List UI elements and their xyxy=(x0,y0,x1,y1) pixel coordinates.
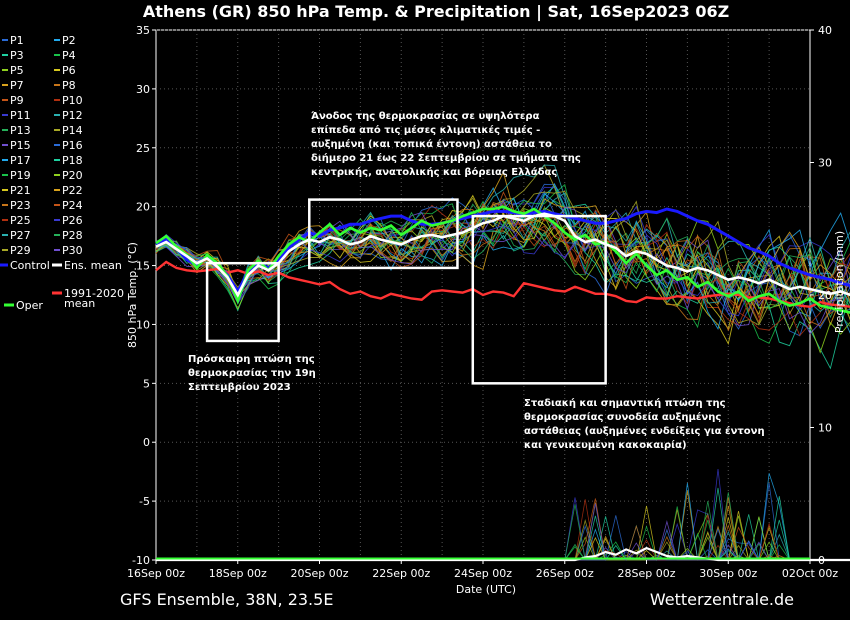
chart-title: Athens (GR) 850 hPa Temp. & Precipitatio… xyxy=(143,2,729,22)
y-tick-label: 0 xyxy=(143,436,150,449)
legend: P1 P2 P3 P4 P5 P6 P7 P8 P9 P10 P11 P12 P13 P14 P15 P16 P… xyxy=(0,34,124,312)
legend-label-clim: 1991-2020 xyxy=(64,287,124,300)
legend-label: P25 xyxy=(10,214,31,227)
legend-label: P19 xyxy=(10,169,31,182)
legend-label: P6 xyxy=(62,64,76,77)
legend-label: P28 xyxy=(62,229,83,242)
y2-tick-label: 0 xyxy=(818,554,825,567)
ensemble-member-line xyxy=(155,192,850,303)
annotation-boxes xyxy=(205,198,607,385)
y-tick-label: 35 xyxy=(136,24,150,37)
legend-label: P12 xyxy=(62,109,83,122)
x-axis-ticks: 16Sep 00z 18Sep 00z 20Sep 00z 22Sep 00z 24Se… xyxy=(127,560,838,580)
annotation-line: αστάθειας (αυξημένες ενδείξεις για έντον… xyxy=(524,425,765,437)
footer-model: GFS Ensemble, 38N, 23.5E xyxy=(120,590,333,609)
ens-mean-precip-line xyxy=(156,546,850,562)
legend-label: P1 xyxy=(10,34,24,47)
legend-label: P7 xyxy=(10,79,24,92)
legend-label: P22 xyxy=(62,184,83,197)
annotation-line: και γενικευμένη κακοκαιρία) xyxy=(524,439,687,451)
annotation-box-dip xyxy=(205,261,280,343)
y-tick-label: 20 xyxy=(136,201,150,214)
y-axis-ticks: 35 30 25 20 15 10 5 0 -5 -10 xyxy=(132,24,156,567)
legend-label: P20 xyxy=(62,169,83,182)
annotation-line: διήμερο 21 έως 22 Σεπτεμβρίου σε τμήματα… xyxy=(311,152,581,164)
y2-tick-label: 30 xyxy=(818,157,832,170)
ensemble-member-line xyxy=(155,198,850,319)
legend-label: P11 xyxy=(10,109,31,122)
x-tick-label: 20Sep 00z xyxy=(291,567,349,580)
annotation-line: Πρόσκαιρη πτώση της xyxy=(188,353,315,365)
legend-label: P21 xyxy=(10,184,31,197)
legend-label: P30 xyxy=(62,244,83,257)
legend-label-oper: Oper xyxy=(16,299,43,312)
y-tick-label: -5 xyxy=(139,495,150,508)
legend-label: P26 xyxy=(62,214,83,227)
x-tick-label: 26Sep 00z xyxy=(536,567,594,580)
y-tick-label: 30 xyxy=(136,83,150,96)
y2-axis-ticks: 40 30 20 10 0 xyxy=(810,24,832,567)
legend-label: P14 xyxy=(62,124,83,137)
x-axis-label: Date (UTC) xyxy=(456,583,516,596)
annotation-line: θερμοκρασίας την 19η xyxy=(188,367,316,379)
legend-label: P3 xyxy=(10,49,24,62)
legend-label: P17 xyxy=(10,154,31,167)
legend-label: P8 xyxy=(62,79,76,92)
legend-label: P9 xyxy=(10,94,24,107)
legend-label: P4 xyxy=(62,49,76,62)
footer-source: Wetterzentrale.de xyxy=(650,590,794,609)
legend-label: P13 xyxy=(10,124,31,137)
legend-label: P5 xyxy=(10,64,24,77)
annotation-box-cooling xyxy=(471,214,607,385)
x-tick-label: 02Oct 00z xyxy=(782,567,839,580)
annotation-box-warm xyxy=(308,198,459,270)
legend-label: P23 xyxy=(10,199,31,212)
ensemble-member-line xyxy=(155,194,850,330)
y-tick-label: 15 xyxy=(136,260,150,273)
annotation-line: Σεπτεμβρίου 2023 xyxy=(188,381,291,393)
x-tick-label: 30Sep 00z xyxy=(699,567,757,580)
annotation-cooling: Σταδιακή και σημαντική πτώση της θερμοκρ… xyxy=(524,397,765,451)
annotation-line: αυξημένη (και τοπικά έντονη) αστάθεια το xyxy=(311,138,552,150)
legend-label: P27 xyxy=(10,229,31,242)
annotation-line: Σταδιακή και σημαντική πτώση της xyxy=(524,397,726,409)
y-tick-label: -10 xyxy=(132,554,150,567)
y-tick-label: 25 xyxy=(136,142,150,155)
x-tick-label: 22Sep 00z xyxy=(372,567,430,580)
y2-tick-label: 10 xyxy=(818,422,832,435)
annotation-line: κεντρικής, ανατολικής και βόρειας Ελλάδα… xyxy=(311,166,557,178)
x-tick-label: 28Sep 00z xyxy=(618,567,676,580)
legend-label: P24 xyxy=(62,199,83,212)
legend-label: P18 xyxy=(62,154,83,167)
ensemble-member-line xyxy=(155,205,850,317)
legend-label: P29 xyxy=(10,244,31,257)
annotation-line: Άνοδος της θερμοκρασίας σε υψηλότερα xyxy=(311,110,540,122)
legend-label: P2 xyxy=(62,34,76,47)
y2-tick-label: 20 xyxy=(818,289,832,302)
legend-label-clim-2: mean xyxy=(64,297,95,310)
legend-label: P10 xyxy=(62,94,83,107)
y-axis-label: 850 hPa Temp. (°C) xyxy=(126,242,139,348)
legend-label: P15 xyxy=(10,139,31,152)
annotation-line: θερμοκρασίας συνοδεία αυξημένης xyxy=(524,411,721,423)
x-tick-label: 24Sep 00z xyxy=(454,567,512,580)
legend-label-ens-mean: Ens. mean xyxy=(64,259,122,272)
x-tick-label: 18Sep 00z xyxy=(209,567,267,580)
annotation-early-dip: Πρόσκαιρη πτώση της θερμοκρασίας την 19η… xyxy=(188,353,316,393)
y-tick-label: 5 xyxy=(143,377,150,390)
annotation-line: επίπεδα από τις μέσες κλιματικές τιμές - xyxy=(311,124,540,136)
annotation-warm-spell: Άνοδος της θερμοκρασίας σε υψηλότερα επί… xyxy=(311,110,581,178)
legend-label: P16 xyxy=(62,139,83,152)
legend-label-control: Control xyxy=(10,259,50,272)
x-tick-label: 16Sep 00z xyxy=(127,567,185,580)
y2-tick-label: 40 xyxy=(818,24,832,37)
y-tick-label: 10 xyxy=(136,318,150,331)
y2-axis-label: Precipitation (mm) xyxy=(833,231,846,333)
